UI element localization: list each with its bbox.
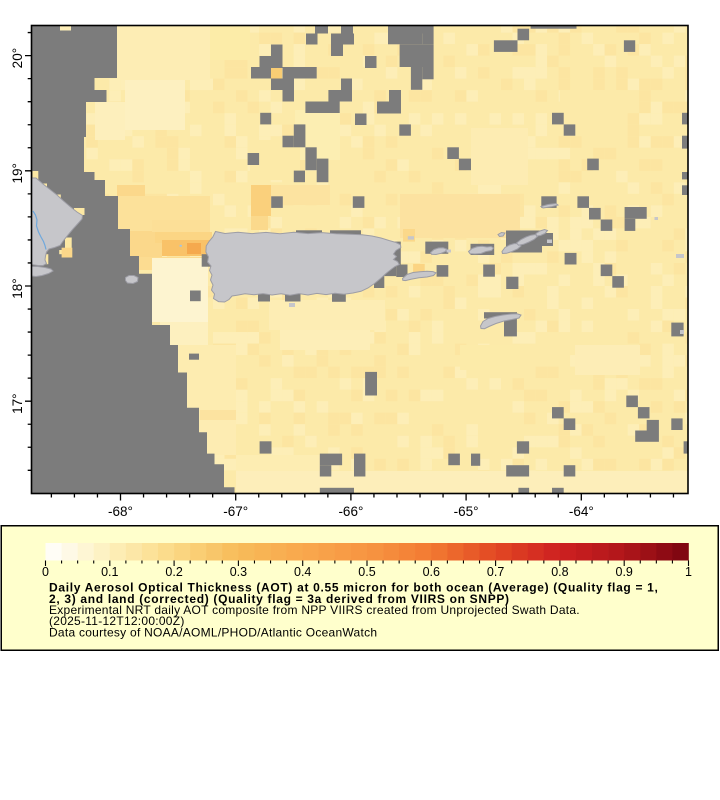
svg-text:-64°: -64°	[569, 504, 594, 519]
svg-text:0: 0	[42, 565, 49, 579]
svg-text:Data courtesy of NOAA/AOML/PHO: Data courtesy of NOAA/AOML/PHOD/Atlantic…	[49, 625, 377, 639]
svg-text:(2025-11-12T12:00:00Z): (2025-11-12T12:00:00Z)	[49, 614, 185, 628]
svg-text:-67°: -67°	[223, 504, 248, 519]
svg-text:2, 3) and land (corrected) (Qu: 2, 3) and land (corrected) (Quality flag…	[49, 592, 510, 606]
svg-text:0.7: 0.7	[487, 565, 504, 579]
svg-text:17°: 17°	[10, 393, 25, 413]
svg-text:0.3: 0.3	[230, 565, 247, 579]
svg-text:0.8: 0.8	[551, 565, 568, 579]
svg-text:1: 1	[685, 565, 692, 579]
svg-text:0.6: 0.6	[423, 565, 440, 579]
svg-text:19°: 19°	[10, 163, 25, 183]
svg-text:-65°: -65°	[454, 504, 479, 519]
svg-text:20°: 20°	[10, 48, 25, 68]
svg-text:0.1: 0.1	[101, 565, 118, 579]
svg-text:0.4: 0.4	[294, 565, 311, 579]
svg-text:Daily Aerosol Optical Thicknes: Daily Aerosol Optical Thickness (AOT) at…	[49, 581, 659, 595]
svg-text:18°: 18°	[10, 278, 25, 298]
svg-text:-66°: -66°	[338, 504, 363, 519]
svg-text:0.5: 0.5	[358, 565, 375, 579]
svg-text:0.2: 0.2	[165, 565, 182, 579]
svg-text:-68°: -68°	[108, 504, 133, 519]
svg-text:Experimental NRT daily AOT com: Experimental NRT daily AOT composite fro…	[49, 603, 580, 617]
svg-text:0.9: 0.9	[616, 565, 633, 579]
